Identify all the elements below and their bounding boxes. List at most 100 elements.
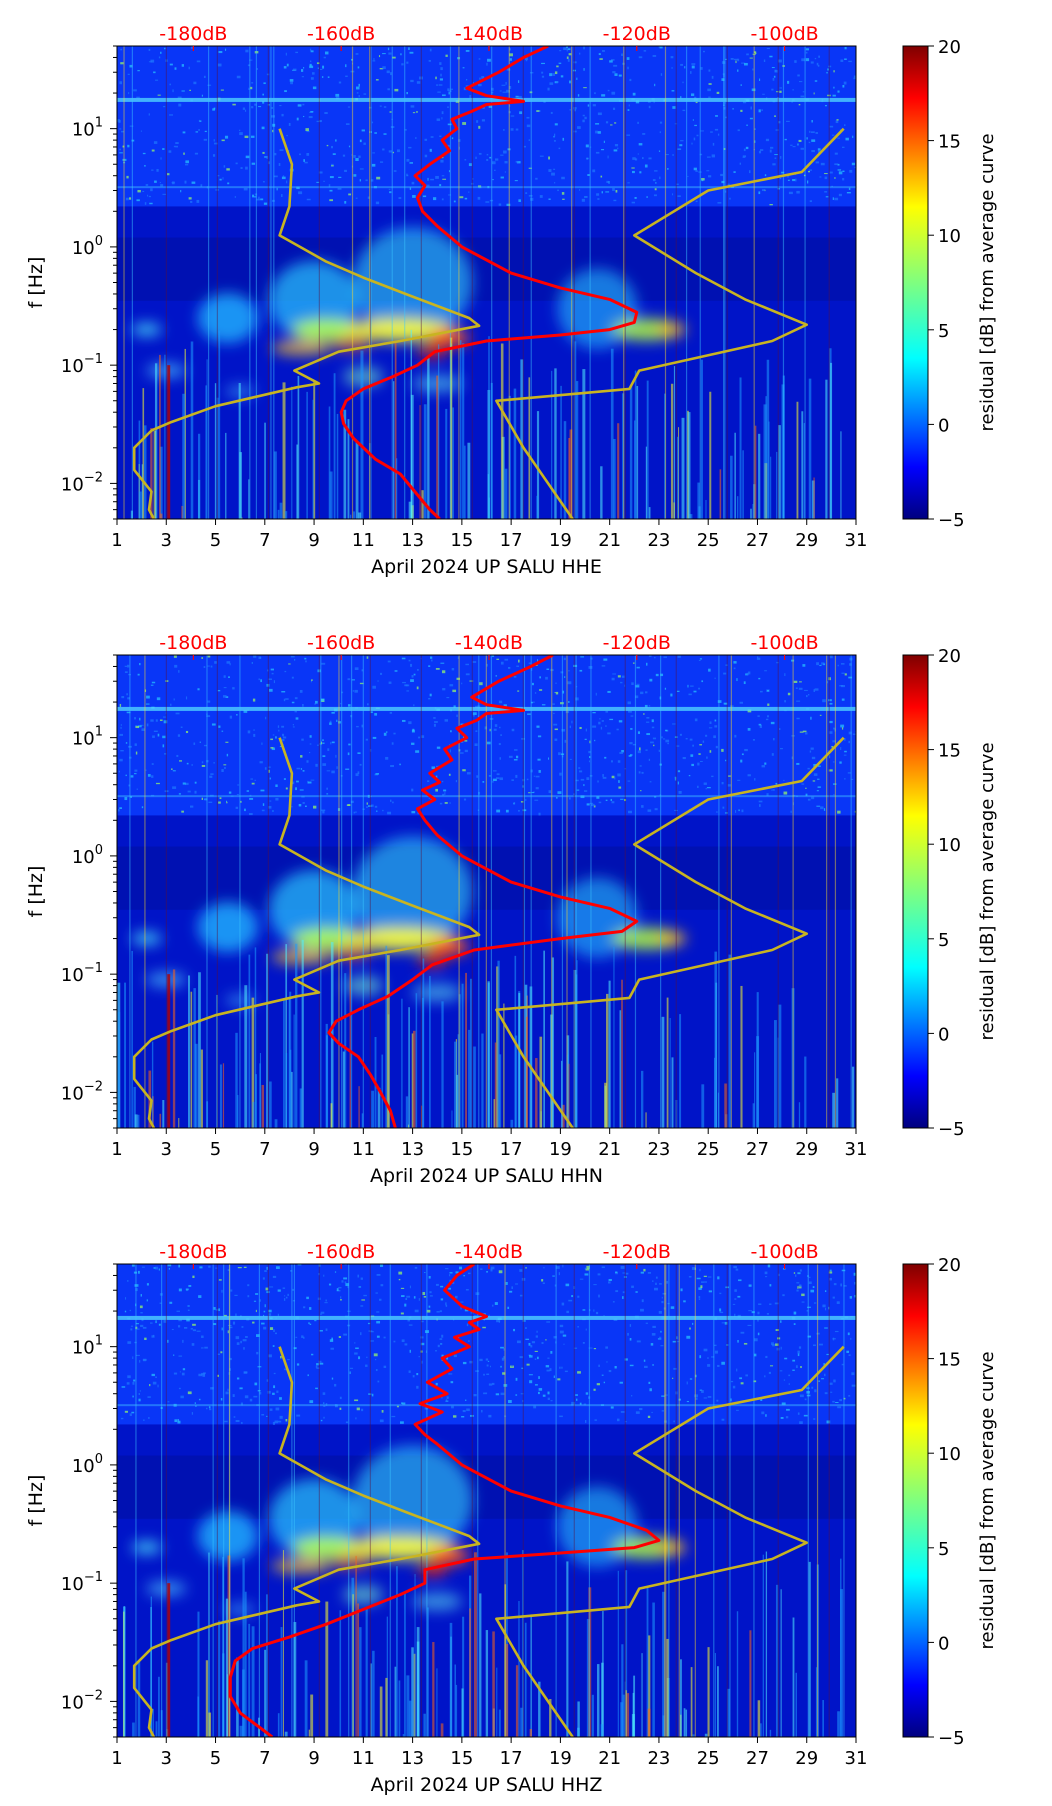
colorbar-tick-label: 15 (938, 132, 961, 153)
colorbar-tick-label: 10 (938, 835, 961, 856)
y-tick-label: 100 (72, 843, 103, 868)
top-axis-label: -120dB (603, 23, 671, 45)
top-axis-label: -100dB (750, 1241, 818, 1263)
top-axis-label: -180dB (159, 1241, 227, 1263)
colorbar-tick-label: 15 (938, 1350, 961, 1371)
x-axis-label: April 2024 UP SALU HHN (370, 1165, 603, 1187)
x-tick-label: 5 (210, 530, 221, 551)
y-tick-label: 100 (72, 234, 103, 259)
x-tick-label: 11 (352, 530, 375, 551)
x-tick-label: 5 (210, 1748, 221, 1769)
x-tick-label: 29 (795, 530, 818, 551)
top-axis-label: -140dB (455, 23, 523, 45)
colorbar-tick-label: 20 (938, 646, 961, 667)
y-tick-label: 10−2 (61, 1079, 103, 1104)
top-axis-label: -120dB (603, 632, 671, 654)
x-tick-label: 23 (647, 530, 670, 551)
colorbar-gradient (902, 654, 929, 1129)
colorbar-tick-label: 10 (938, 226, 961, 247)
y-tick-label: 10−1 (61, 352, 103, 377)
top-axis-label: -140dB (455, 632, 523, 654)
colorbar-label: residual [dB] from average curve (977, 1351, 998, 1649)
x-tick-label: 11 (352, 1748, 375, 1769)
colorbar-tick-label: 0 (938, 1633, 949, 1654)
x-tick-label: 13 (401, 1748, 424, 1769)
colorbar: −5 0 5 10 15 20 residual [dB] from average cur… (902, 1255, 998, 1749)
x-tick-label: 15 (450, 530, 473, 551)
y-tick-label: 10−2 (61, 470, 103, 495)
x-tick-label: 29 (795, 1139, 818, 1160)
colorbar-tick-label: 5 (938, 930, 949, 951)
x-axis-label: April 2024 UP SALU HHZ (371, 1774, 603, 1796)
high-noise-model-curve (495, 736, 845, 1128)
x-tick-label: 23 (647, 1748, 670, 1769)
y-tick-label: 101 (72, 725, 103, 750)
y-tick-label: 100 (72, 1452, 103, 1477)
top-axis-label: -140dB (455, 1241, 523, 1263)
colorbar-tick-label: −5 (938, 1728, 965, 1749)
colorbar-tick-label: 10 (938, 1444, 961, 1465)
x-tick-label: 9 (308, 1748, 319, 1769)
top-axis-label: -100dB (750, 23, 818, 45)
average-psd-curve (228, 1264, 661, 1737)
x-tick-label: 13 (401, 530, 424, 551)
x-tick-label: 31 (845, 1139, 868, 1160)
transient-streaks (123, 46, 842, 519)
heatmap-background (117, 1264, 856, 1737)
x-tick-label: 3 (161, 1748, 172, 1769)
colorbar-tick-label: −5 (938, 510, 965, 531)
colorbar-tick-label: 15 (938, 741, 961, 762)
y-tick-label: 101 (72, 116, 103, 141)
x-tick-label: 27 (746, 1748, 769, 1769)
top-axis-label: -160dB (307, 1241, 375, 1263)
x-tick-label: 17 (500, 1748, 523, 1769)
average-psd-curve (339, 46, 639, 519)
y-tick-label: 10−1 (61, 1570, 103, 1595)
microseism-energy (131, 836, 687, 1007)
x-tick-label: 17 (500, 530, 523, 551)
low-noise-model-curve (132, 1346, 481, 1737)
colorbar-tick-label: 5 (938, 321, 949, 342)
y-axis-label: f [Hz] (25, 257, 47, 309)
low-noise-model-curve (132, 128, 481, 519)
colorbar-tick-label: 20 (938, 1255, 961, 1276)
x-tick-label: 19 (549, 530, 572, 551)
x-tick-label: 7 (259, 530, 270, 551)
microseism-energy (131, 227, 687, 398)
x-tick-label: 19 (549, 1139, 572, 1160)
colorbar-label: residual [dB] from average curve (977, 133, 998, 431)
colorbar-tick-label: 20 (938, 37, 961, 58)
x-tick-label: 7 (259, 1139, 270, 1160)
y-tick-label: 10−2 (61, 1688, 103, 1713)
top-axis-label: -100dB (750, 632, 818, 654)
high-noise-model-curve (495, 1345, 845, 1737)
x-tick-label: 31 (845, 530, 868, 551)
x-tick-label: 15 (450, 1139, 473, 1160)
x-tick-label: 13 (401, 1139, 424, 1160)
y-axis-label: f [Hz] (25, 866, 47, 918)
average-psd-curve (327, 655, 639, 1128)
colorbar-gradient (902, 45, 929, 520)
y-tick-label: 101 (72, 1334, 103, 1359)
colorbar-tick-label: 5 (938, 1539, 949, 1560)
high-frequency-noise (117, 46, 856, 206)
top-axis-label: -120dB (603, 1241, 671, 1263)
x-tick-label: 31 (845, 1748, 868, 1769)
x-tick-label: 1 (111, 1748, 122, 1769)
transient-streaks (117, 655, 855, 1128)
x-tick-label: 3 (161, 530, 172, 551)
heatmap-background (117, 46, 856, 519)
x-tick-label: 7 (259, 1748, 270, 1769)
colorbar-label: residual [dB] from average curve (977, 742, 998, 1040)
x-tick-label: 11 (352, 1139, 375, 1160)
colorbar-tick-label: −5 (938, 1119, 965, 1140)
high-noise-model-curve (495, 127, 845, 519)
x-tick-label: 29 (795, 1748, 818, 1769)
x-tick-label: 1 (111, 530, 122, 551)
x-tick-label: 23 (647, 1139, 670, 1160)
top-axis-label: -160dB (307, 23, 375, 45)
x-tick-label: 9 (308, 1139, 319, 1160)
